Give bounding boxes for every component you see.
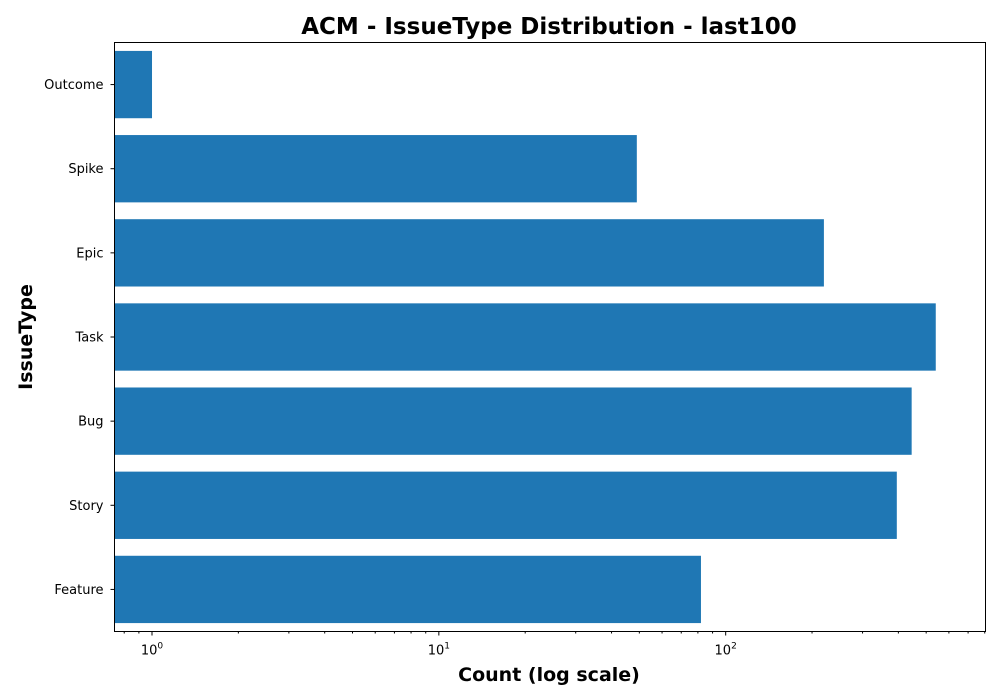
bar-story [114,471,897,539]
x-tick-label: 102 [715,642,737,659]
bar-outcome [114,50,153,119]
x-axis-label: Count (log scale) [458,664,640,686]
bar-spike [114,135,637,203]
y-axis-label: IssueType [15,284,37,390]
bar-task [114,303,936,371]
y-axis-ticks: Outcome Spike Epic Task Bug Story Feature [44,78,115,598]
y-tick-label: Task [74,331,104,346]
chart-title: ACM - IssueType Distribution - last100 [301,14,797,40]
bar-epic [114,219,824,287]
bar-bug [114,387,912,455]
y-tick-label: Outcome [44,78,103,93]
bar-feature [114,555,701,624]
x-axis-ticks: 100 101 102 [123,631,986,659]
y-tick-label: Spike [68,162,103,177]
x-tick-label: 101 [428,642,450,659]
bars-group [114,50,936,624]
plot-frame [114,42,986,632]
x-tick-label: 100 [141,642,164,659]
y-tick-label: Epic [76,246,103,261]
y-tick-label: Bug [78,415,103,430]
y-tick-label: Story [69,499,104,514]
y-tick-label: Feature [54,583,103,598]
